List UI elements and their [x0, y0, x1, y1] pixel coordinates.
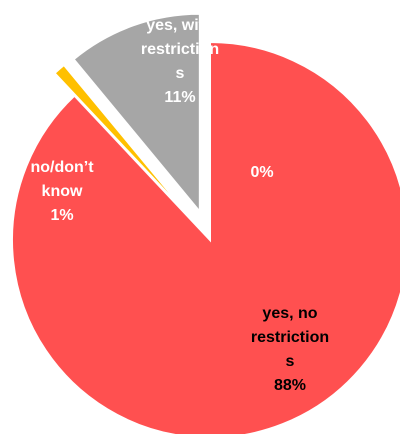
pie-category-label-line: yes, with [146, 17, 214, 34]
pie-category-label-line: yes, no [262, 305, 317, 322]
pie-slice-2 [72, 12, 201, 215]
pie-label-2: yes, with restriction s 11% [141, 17, 219, 106]
pie-percent-label: 1% [50, 207, 73, 224]
pie-percent-label: 0% [250, 164, 273, 181]
pie-label-0: yes, no restriction s 88% [251, 305, 329, 394]
pie-category-label-line: s [286, 353, 295, 370]
pie-category-label-line: no/don’t [30, 159, 94, 176]
pie-category-label-line: restriction [141, 41, 219, 58]
pie-label-1: no/don’t know 1% [30, 159, 94, 224]
pie-category-label-line: s [176, 65, 185, 82]
pie-category-label-line: know [42, 183, 83, 200]
pie-category-label-line: restriction [251, 329, 329, 346]
pie-percent-label: 11% [164, 89, 195, 106]
pie-labels: yes, no restriction s 88% no/don’t know 1% yes,… [30, 17, 329, 394]
pie-percent-label: 88% [274, 377, 306, 394]
pie-label-3: 0% [250, 164, 273, 181]
pie-slice-1 [53, 63, 191, 219]
pie-slice-0 [11, 40, 400, 434]
pie-slices [11, 12, 400, 434]
